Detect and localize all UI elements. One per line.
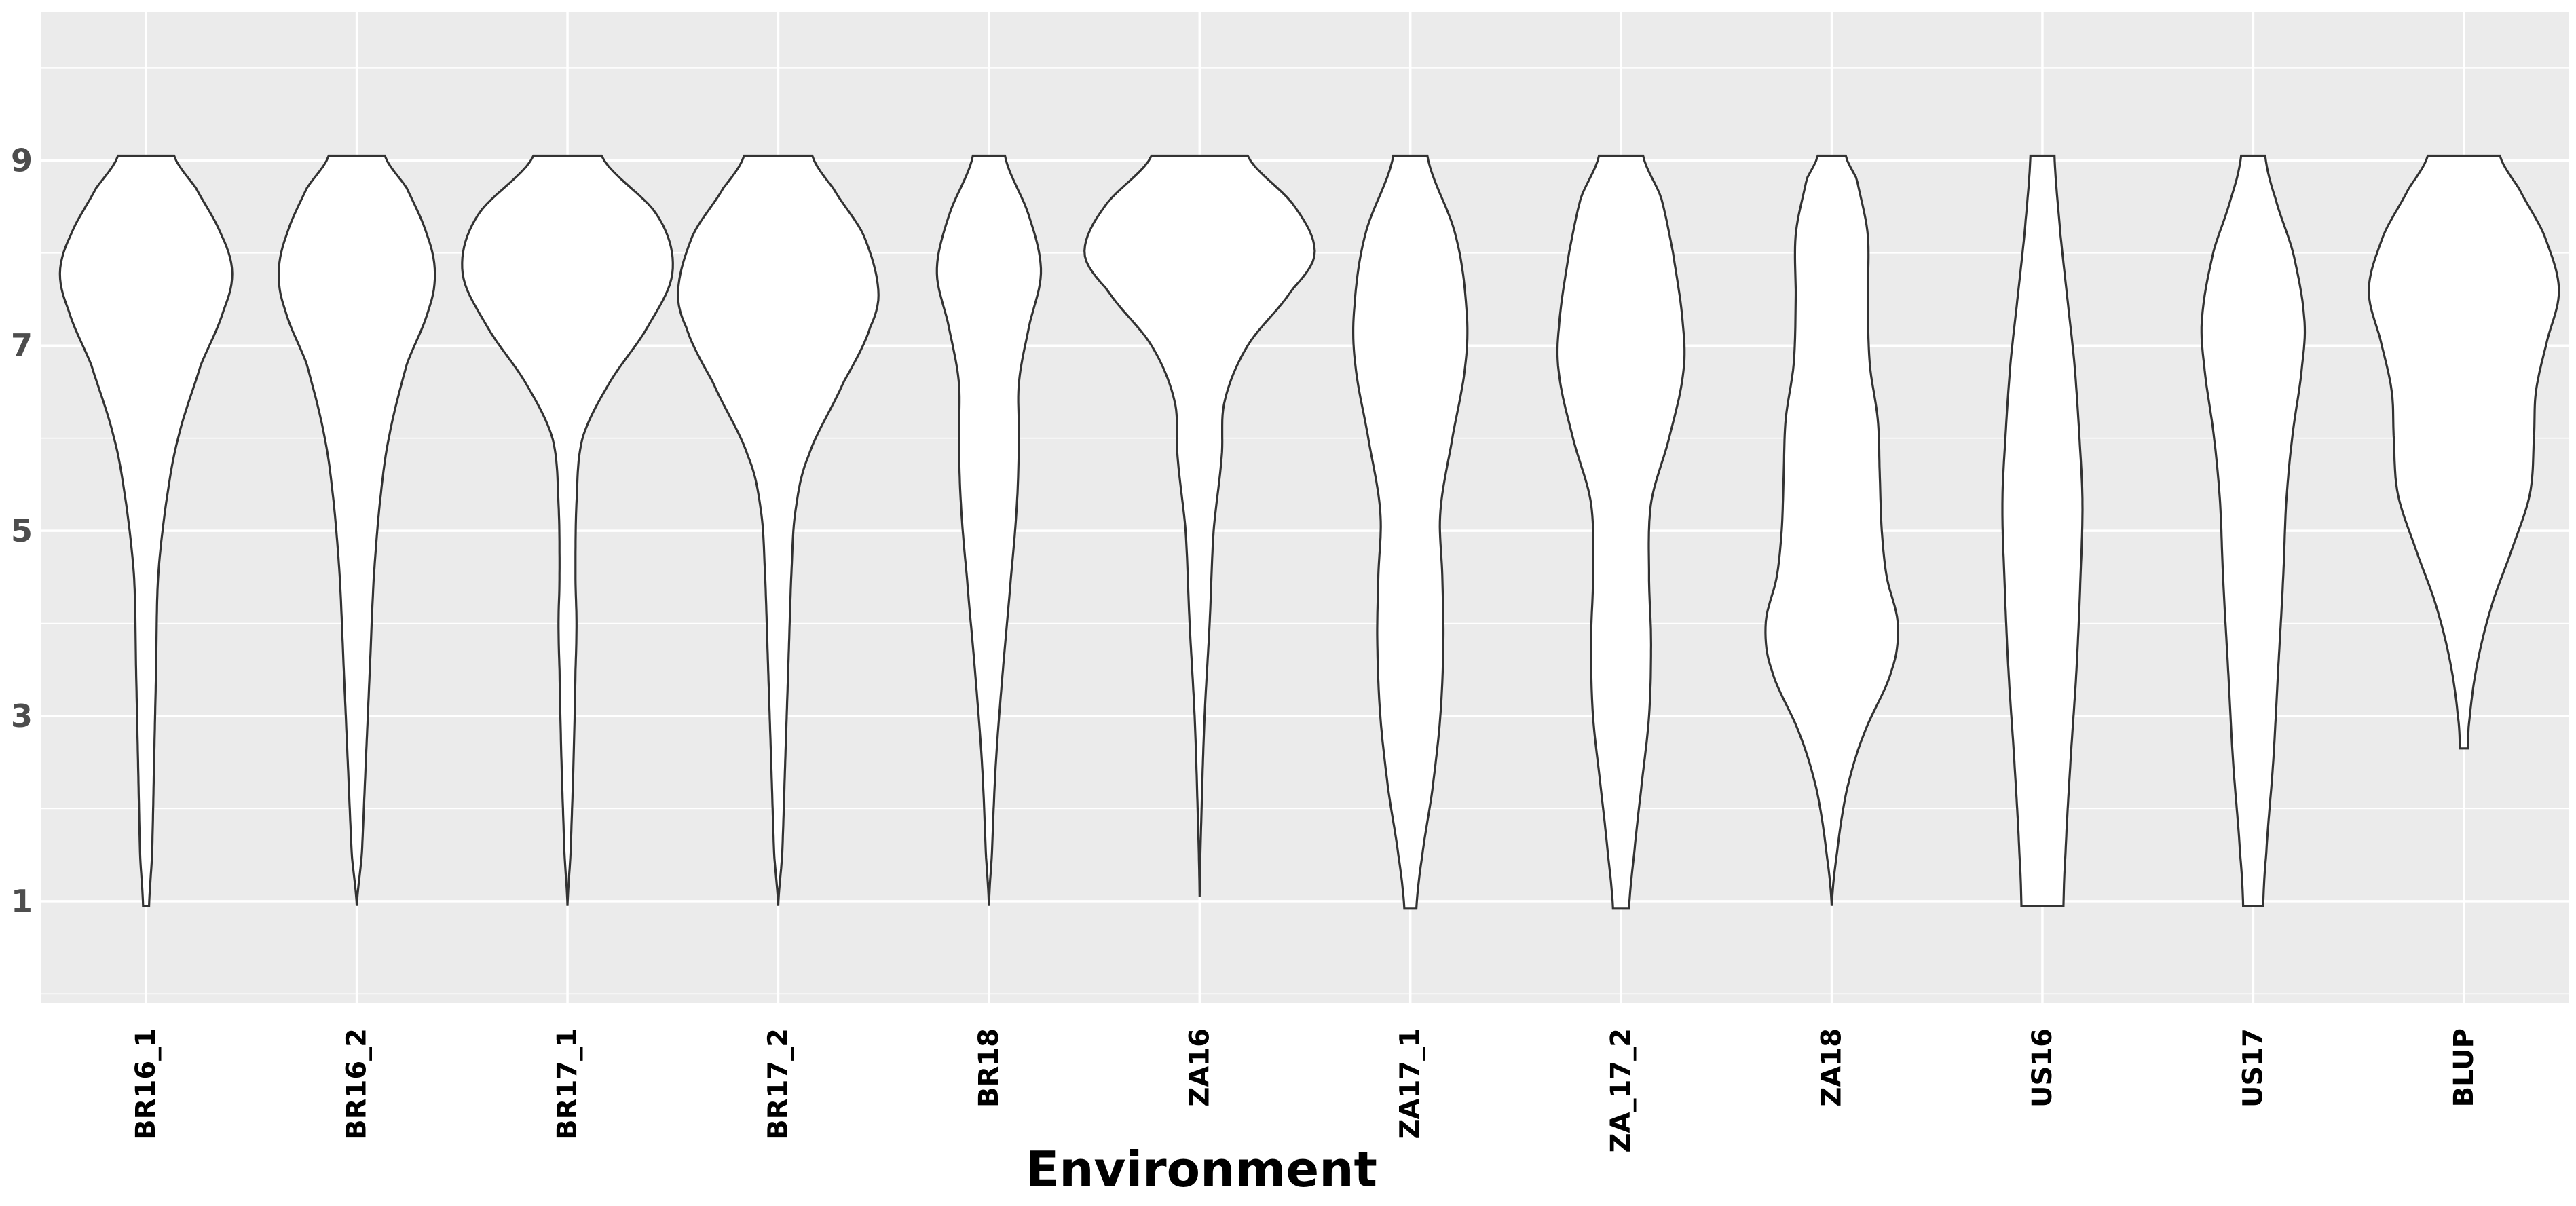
x-tick-label: BR18 [973,1028,1005,1108]
violin-us16 [2001,154,2084,907]
violin-za18 [1764,154,1899,906]
x-tick-label: BR17_1 [552,1028,583,1140]
violin-blup [2368,154,2560,750]
violin-br16-2 [277,154,436,906]
violin-za17-1 [1352,154,1469,910]
y-tick-label: 5 [11,512,33,549]
y-tick-label: 7 [11,327,33,364]
y-tick-label: 9 [11,142,33,178]
y-tick-label: 1 [11,883,33,920]
violin-za-17-2 [1556,154,1686,910]
y-axis-ticks: 1 3 5 7 9 [11,142,33,920]
y-tick-label: 3 [11,698,33,734]
x-axis-title: Environment [1026,1141,1377,1198]
x-tick-label: ZA17_1 [1395,1028,1426,1139]
violin-br18 [935,154,1043,906]
violin-br16-1 [58,154,234,907]
violin-br17-2 [677,154,880,906]
violin-za16 [1083,154,1316,897]
violin-br17-1 [461,154,674,906]
violin-series [58,154,2560,910]
x-tick-label: BR16_2 [341,1028,373,1140]
plot-panel [41,12,2569,1003]
x-tick-label: BR16_1 [130,1028,162,1140]
x-tick-label: US16 [2027,1028,2058,1108]
x-tick-label: ZA18 [1816,1028,1848,1107]
x-tick-label: BLUP [2448,1028,2480,1107]
x-tick-label: ZA_17_2 [1605,1028,1637,1152]
x-axis-ticks: BR16_1 BR16_2 BR17_1 BR17_2 BR18 ZA16 ZA17_1 ZA… [130,1028,2480,1152]
x-tick-label: BR17_2 [762,1028,794,1140]
x-tick-label: US17 [2237,1028,2269,1108]
x-tick-label: ZA16 [1184,1028,1215,1107]
violin-us17 [2200,154,2307,907]
